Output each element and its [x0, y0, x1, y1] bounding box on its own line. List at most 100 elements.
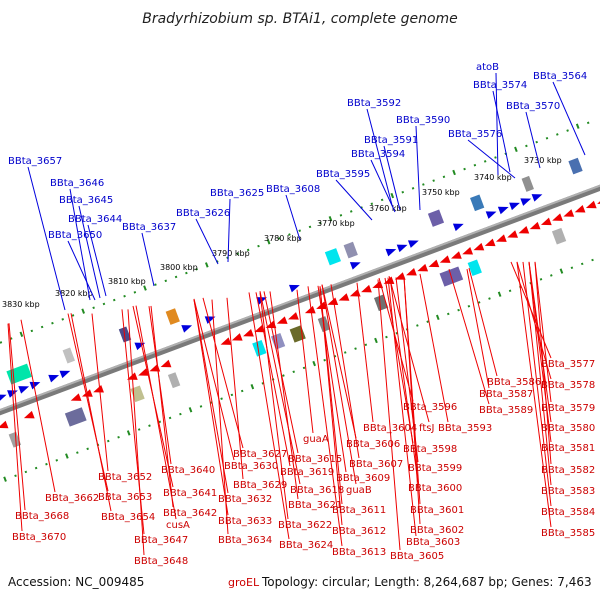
reverse-gene-arrow: [552, 213, 563, 221]
tick-mark: [446, 312, 450, 316]
leader-line: [296, 289, 314, 434]
gene-label-bottom: BBta_3598: [403, 444, 457, 455]
tick-mark: [483, 160, 487, 163]
gene-label-bottom: BBta_3611: [332, 505, 386, 516]
tick-mark: [374, 337, 378, 344]
leader-line: [135, 305, 177, 520]
reverse-gene-arrow: [276, 316, 288, 324]
tick-mark: [123, 294, 126, 298]
tick-mark: [586, 121, 590, 125]
gene-label-top: BBta_3591: [364, 135, 418, 146]
reverse-gene-arrow: [304, 305, 316, 314]
tick-mark: [40, 325, 44, 329]
leader-line: [202, 297, 244, 449]
tick-mark: [282, 374, 285, 377]
tick-mark: [24, 470, 28, 474]
gene-label-bottom: BBta_3632: [218, 494, 272, 505]
leader-line: [552, 81, 586, 156]
reverse-gene-arrow: [507, 230, 518, 238]
gene-label-bottom: BBta_3662: [45, 493, 99, 504]
leader-line: [534, 261, 552, 465]
gene-label-bottom: BBta_3601: [410, 505, 464, 516]
tick-mark: [298, 229, 302, 232]
reverse-gene-arrow: [126, 372, 138, 380]
forward-gene-arrow: [452, 223, 464, 232]
gene-label-bottom: guaA: [303, 434, 329, 445]
scale-label: 3730 kbp: [524, 156, 562, 165]
leader-line: [193, 299, 229, 494]
gene-label-bottom: BBta_3581: [541, 443, 595, 454]
forward-gene-arrow: [59, 370, 71, 379]
gene-label-top: BBta_3625: [210, 188, 264, 199]
gene-label-bottom: BBta_3599: [408, 463, 462, 474]
reverse-gene-arrow: [361, 284, 372, 293]
reverse-gene-arrow: [495, 234, 507, 242]
gene-label-top: BBta_3646: [50, 178, 104, 189]
forward-genes: [0, 194, 543, 402]
reverse-gene-arrow: [23, 410, 35, 419]
groel-label: groEL: [228, 576, 260, 589]
reverse-gene-arrow: [138, 368, 149, 376]
leader-line: [193, 298, 235, 461]
tick-mark: [380, 198, 384, 202]
reverse-gene-arrow: [473, 242, 485, 251]
tick-mark: [246, 248, 250, 252]
gene-label-bottom: BBta_3585: [541, 528, 595, 539]
gene-label-top: BBta_3626: [176, 208, 230, 219]
feature-block: [165, 308, 180, 325]
gene-label-bottom: BBta_3618: [290, 485, 344, 496]
gene-label-top: BBta_3645: [59, 195, 113, 206]
tick-mark: [51, 321, 54, 325]
leader-line: [495, 72, 499, 176]
feature-block: [118, 326, 132, 343]
tick-mark: [204, 262, 209, 268]
leader-line: [307, 286, 343, 547]
reverse-gene-arrow: [70, 393, 82, 401]
tick-mark: [92, 306, 95, 310]
feature-block: [252, 339, 267, 357]
genome-strip: [0, 121, 600, 482]
reverse-gene-arrow: [585, 200, 597, 209]
gene-label-bottom: guaB: [346, 485, 372, 496]
gene-label-bottom: BBta_3578: [541, 380, 595, 391]
tick-mark: [112, 298, 116, 302]
tick-mark: [3, 476, 7, 482]
tick-mark: [370, 202, 374, 206]
gene-label-bottom: BBta_3600: [408, 483, 462, 494]
leader-line: [321, 284, 357, 485]
forward-gene-arrow: [204, 316, 216, 324]
tick-mark: [277, 237, 281, 240]
tick-mark: [164, 279, 168, 283]
tick-mark: [539, 277, 543, 281]
tick-mark: [174, 275, 178, 279]
scale-label: 3820 kbp: [55, 289, 93, 298]
reverse-gene-arrow: [231, 333, 243, 341]
reverse-gene-arrow: [160, 359, 172, 368]
gene-label-bottom: BBta_3589: [479, 405, 533, 416]
leader-line: [528, 261, 552, 486]
gene-label-bottom: BBta_3633: [218, 516, 272, 527]
tick-mark: [137, 428, 141, 431]
reverse-gene-arrow: [327, 297, 339, 305]
forward-gene-arrow: [181, 325, 193, 333]
tick-mark: [349, 210, 353, 213]
gene-label-bottom: BBta_3579: [541, 403, 595, 414]
gene-label-bottom: BBta_3603: [406, 537, 460, 548]
leader-line: [370, 159, 396, 213]
tick-mark: [86, 447, 89, 451]
tick-mark: [179, 412, 182, 416]
reverse-gene-arrow: [540, 217, 552, 226]
reverse-gene-arrow: [338, 293, 350, 301]
reverse-gene-arrow: [417, 263, 429, 272]
reverse-gene-arrow: [518, 226, 530, 234]
tick-mark: [148, 424, 151, 427]
tick-mark: [494, 156, 497, 159]
gene-label-top: BBta_3594: [351, 149, 405, 160]
feature-block: [343, 241, 358, 259]
feature-block: [62, 347, 75, 364]
feature-block: [551, 227, 567, 245]
tick-mark: [168, 416, 172, 420]
leader-line: [335, 179, 373, 221]
gene-label-bottom: BBta_3648: [134, 556, 188, 567]
